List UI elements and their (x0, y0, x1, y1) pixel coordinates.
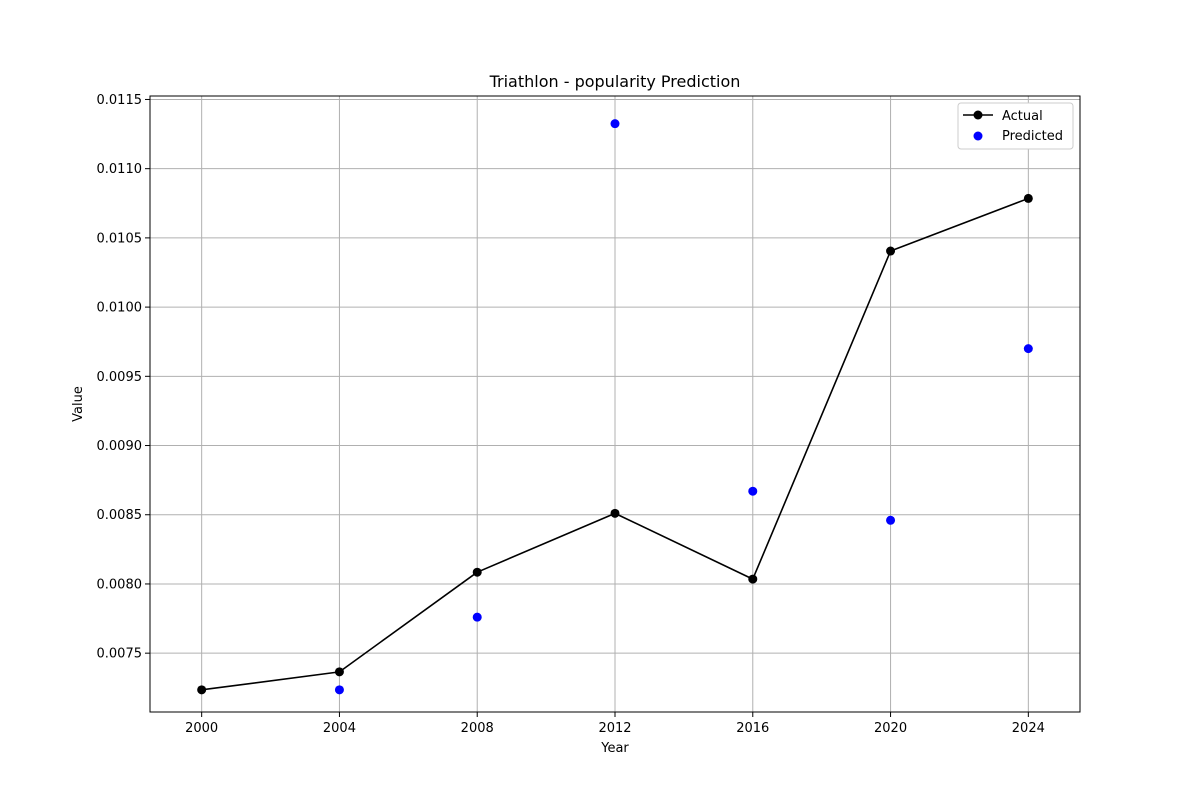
actual-point (610, 508, 620, 518)
y-tick-label: 0.0100 (97, 301, 143, 316)
y-tick-label: 0.0080 (97, 577, 143, 592)
actual-point (472, 567, 482, 577)
x-tick-label: 2008 (461, 721, 494, 736)
ticks: 2000 2004 2008 2012 2016 2020 2024 0.0075 0.0080… (97, 93, 1045, 736)
y-tick-label: 0.0095 (97, 370, 143, 385)
x-tick-label: 2016 (736, 721, 769, 736)
predicted-point (886, 515, 896, 525)
y-tick-label: 0.0105 (97, 231, 143, 246)
legend-predicted-marker-swatch (973, 131, 983, 141)
y-tick-label: 0.0115 (97, 93, 143, 108)
predicted-point (748, 486, 758, 496)
chart-title: Triathlon - popularity Prediction (489, 72, 741, 91)
y-tick-label: 0.0090 (97, 439, 143, 454)
actual-point (197, 685, 207, 695)
legend-predicted-label: Predicted (1002, 129, 1063, 144)
legend: Actual Predicted (957, 102, 1074, 150)
y-tick-label: 0.0110 (97, 162, 143, 177)
x-axis-label: Year (600, 741, 629, 756)
actual-point (886, 246, 896, 256)
legend-actual-label: Actual (1002, 109, 1043, 124)
predicted-point (610, 119, 620, 129)
x-tick-label: 2024 (1012, 721, 1045, 736)
x-tick-label: 2020 (874, 721, 907, 736)
predicted-point (334, 685, 344, 695)
actual-point (334, 667, 344, 677)
y-axis-label: Value (71, 386, 86, 422)
actual-point (1023, 193, 1033, 203)
series (197, 119, 1033, 695)
x-tick-label: 2012 (598, 721, 631, 736)
legend-actual-marker-swatch (973, 110, 983, 120)
predicted-point (472, 612, 482, 622)
x-tick-label: 2004 (323, 721, 356, 736)
actual-point (748, 574, 758, 584)
y-tick-label: 0.0085 (97, 508, 143, 523)
predicted-point (1023, 344, 1033, 354)
y-tick-label: 0.0075 (97, 647, 143, 662)
x-tick-label: 2000 (185, 721, 218, 736)
